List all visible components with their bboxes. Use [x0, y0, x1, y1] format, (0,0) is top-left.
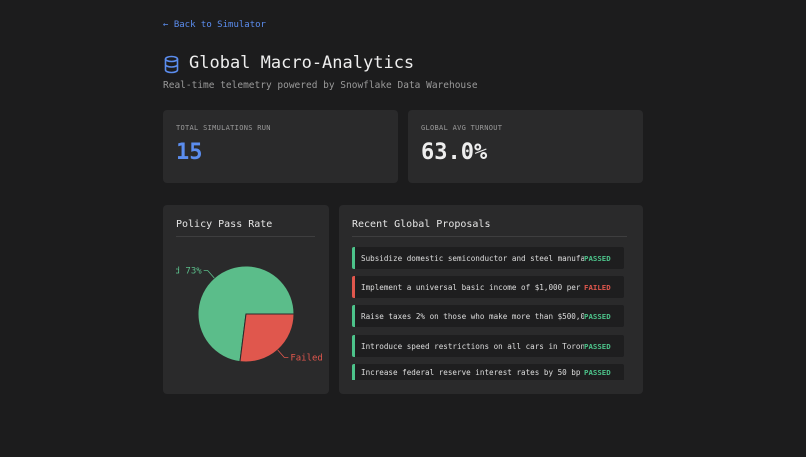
slice-label: Passed 73% [176, 266, 202, 276]
pie-chart: Passed 73% Failed [176, 265, 323, 364]
status: PASSED [584, 311, 611, 321]
proposal-text: Subsidize domestic semiconductor and ste… [361, 253, 584, 263]
page-title: Global Macro-Analytics [189, 53, 415, 73]
proposal[interactable]: Implement a universal basic income of $1… [352, 276, 624, 298]
chart-card: Policy Pass Rate Passed 73% Failed [163, 205, 329, 394]
stat-card: GLOBAL AVG TURNOUT 63.0% [408, 110, 643, 183]
proposal[interactable]: Introduce speed restrictions on all cars… [352, 335, 624, 357]
status: PASSED [584, 253, 611, 263]
back-link[interactable]: ← Back to Simulator [163, 20, 266, 30]
slice-label: Failed [290, 354, 323, 364]
leader-line [277, 349, 289, 358]
stat-value: 63.0% [421, 140, 488, 165]
chart-title: Policy Pass Rate [176, 219, 273, 230]
proposal-text: Implement a universal basic income of $1… [361, 282, 584, 292]
db-icon [164, 55, 179, 74]
proposals-card: Recent Global Proposals Subsidize domest… [339, 205, 643, 394]
proposal[interactable]: Raise taxes 2% on those who make more th… [352, 305, 624, 327]
proposal-text: Raise taxes 2% on those who make more th… [361, 311, 584, 321]
proposal[interactable]: Subsidize domestic semiconductor and ste… [352, 247, 624, 269]
stat-label: TOTAL SIMULATIONS RUN [176, 124, 271, 132]
proposal-text: Increase federal reserve interest rates … [361, 367, 581, 377]
status: PASSED [584, 367, 611, 377]
status: PASSED [584, 341, 611, 351]
card-title: Recent Global Proposals [352, 219, 491, 230]
proposal[interactable]: Increase federal reserve interest rates … [352, 364, 624, 380]
stat-value: 15 [176, 140, 203, 165]
divider [176, 236, 315, 237]
proposal-text: Introduce speed restrictions on all cars… [361, 341, 584, 351]
divider [352, 236, 627, 237]
stat-card: TOTAL SIMULATIONS RUN 15 [163, 110, 398, 183]
pie-slice [239, 313, 295, 363]
status: FAILED [584, 282, 611, 292]
leader-line [203, 270, 215, 279]
subtitle: Real-time telemetry powered by Snowflake… [163, 80, 478, 91]
stat-label: GLOBAL AVG TURNOUT [421, 124, 503, 132]
